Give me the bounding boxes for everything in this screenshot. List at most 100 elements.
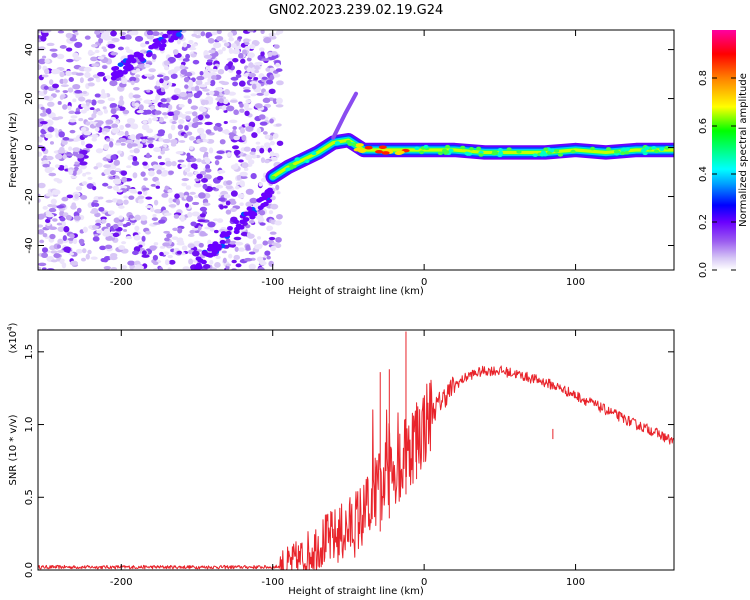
noise-blob [43,30,52,33]
ridge-spot [605,147,612,151]
noise-blob [222,98,229,105]
noise-blob [171,121,177,125]
noise-blob [245,154,253,161]
noise-blob [172,114,179,121]
noise-blob [174,193,180,199]
noise-blob [152,254,159,261]
noise-blob [158,219,166,224]
noise-blob [216,35,224,42]
x-tick-label: -200 [110,577,133,588]
noise-blob [224,65,229,71]
noise-blob [90,256,98,260]
noise-blob [129,149,134,153]
noise-blob [266,79,274,85]
noise-blob [138,104,144,111]
noise-blob [252,238,257,245]
ridge-spot [642,151,648,156]
noise-blob [151,53,157,60]
noise-blob [207,59,213,63]
noise-blob [110,253,118,258]
ridge-spot [270,175,276,180]
x-tick-label: -200 [110,277,133,288]
noise-blob [202,88,210,92]
noise-blob [205,61,213,66]
y-tick-label: 40 [24,43,35,56]
noise-blob [62,136,70,141]
noise-blob [130,80,135,86]
noise-blob [56,205,65,209]
noise-blob [95,77,101,83]
ridge-spot [288,162,294,167]
noise-blob [50,259,58,263]
noise-blob [272,73,281,78]
noise-blob [204,168,212,173]
noise-blob [128,195,135,200]
noise-blob [217,126,223,132]
noise-blob [50,198,57,205]
noise-blob [230,164,239,170]
noise-blob [61,262,67,269]
noise-blob [222,257,227,264]
noise-blob [51,116,60,121]
ridge-spot [475,146,482,151]
noise-blob [101,131,108,135]
noise-blob [270,245,276,252]
noise-blob [258,114,266,120]
noise-blob [97,196,104,200]
noise-blob [263,37,272,44]
noise-blob [192,259,198,263]
noise-blob [191,43,198,47]
streak-blob [166,30,173,35]
noise-blob [219,139,226,145]
ridge-spot [295,157,301,161]
noise-blob [99,245,107,251]
snr-x-label: Height of straight line (km) [288,586,424,597]
noise-blob [268,236,276,241]
noise-blob [92,186,97,191]
noise-blob [186,195,194,202]
noise-blob [234,246,239,252]
noise-blob [168,170,174,175]
noise-blob [56,53,65,60]
noise-blob [215,105,220,111]
noise-blob [46,42,55,47]
noise-blob [145,230,151,235]
noise-blob [45,213,55,218]
noise-blob [204,81,211,85]
noise-blob [63,226,70,233]
noise-blob [74,193,79,199]
noise-blob [266,225,274,231]
noise-blob [40,134,46,138]
noise-blob [125,123,131,128]
noise-blob [94,93,101,98]
colorbar-ticks: 0.0 0.2 0.4 0.6 0.8 [698,70,736,278]
noise-blob [167,267,172,270]
noise-blob [123,195,129,199]
noise-blob [134,225,140,232]
noise-blob [238,159,244,163]
noise-blob [67,87,74,93]
noise-blob [57,238,64,244]
noise-blob [152,117,159,122]
noise-blob [61,196,69,202]
noise-blob [199,206,208,212]
ridge-spot [444,144,451,149]
noise-blob [177,227,183,234]
ridge-spot [311,151,317,156]
noise-blob [148,170,155,177]
noise-blob [147,167,155,172]
noise-blob [130,190,138,194]
noise-blob [112,185,119,191]
noise-blob [173,214,180,219]
noise-blob [250,93,257,97]
noise-blob [199,231,207,237]
noise-blob [48,79,54,85]
noise-blob [92,199,99,203]
noise-blob [249,151,256,155]
streak-blob [111,66,118,71]
noise-blob [41,267,47,270]
noise-blob [276,213,283,220]
noise-blob [275,236,282,243]
noise-blob [146,152,151,159]
noise-blob [228,61,234,67]
